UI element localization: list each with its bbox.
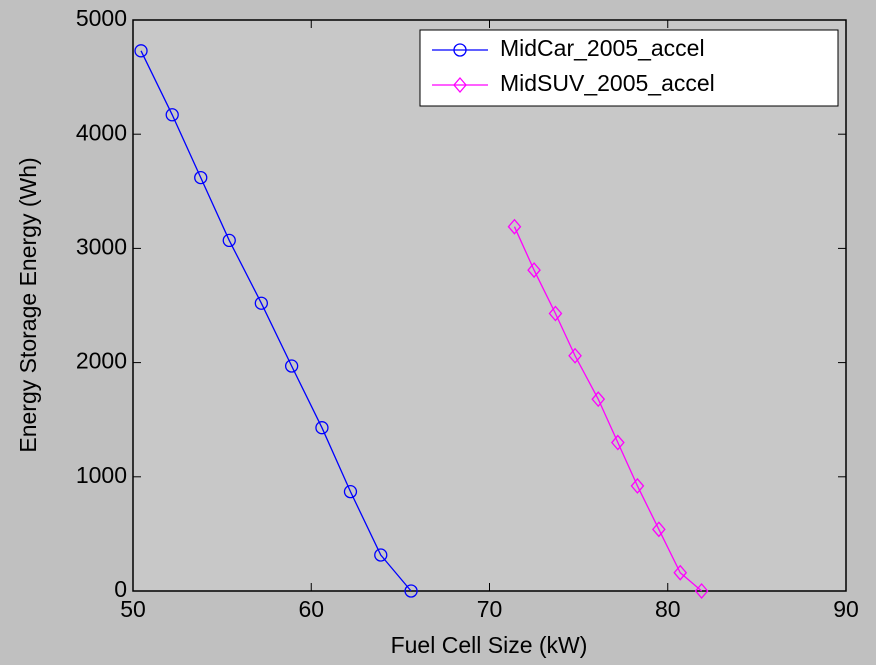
marker bbox=[134, 44, 148, 58]
x-tick-label: 80 bbox=[655, 596, 681, 622]
marker bbox=[374, 548, 388, 562]
marker bbox=[694, 583, 709, 599]
x-tick-label: 90 bbox=[833, 596, 859, 622]
series-line bbox=[140, 50, 412, 592]
legend-box bbox=[419, 29, 839, 107]
y-tick-label: 0 bbox=[114, 576, 127, 602]
marker bbox=[673, 564, 688, 581]
y-tick-label: 3000 bbox=[76, 233, 127, 259]
marker bbox=[610, 434, 625, 451]
legend-label: MidSUV_2005_accel bbox=[500, 70, 715, 96]
y-tick-label: 5000 bbox=[76, 5, 127, 31]
y-axis-label: Energy Storage Energy (Wh) bbox=[15, 157, 41, 452]
marker bbox=[165, 108, 179, 122]
plot-area bbox=[132, 19, 847, 592]
x-tick-label: 50 bbox=[120, 596, 146, 622]
marker bbox=[548, 305, 563, 322]
marker bbox=[651, 521, 666, 538]
series-line bbox=[513, 226, 703, 592]
x-axis-label: Fuel Cell Size (kW) bbox=[391, 632, 588, 658]
marker bbox=[222, 233, 236, 248]
marker bbox=[507, 218, 522, 235]
x-tick-label: 70 bbox=[477, 596, 503, 622]
marker bbox=[527, 262, 541, 279]
y-tick-label: 1000 bbox=[76, 462, 127, 488]
marker bbox=[630, 477, 645, 494]
marker bbox=[404, 584, 418, 598]
marker bbox=[591, 391, 606, 408]
marker bbox=[568, 347, 582, 364]
legend-label: MidCar_2005_accel bbox=[500, 35, 705, 61]
marker bbox=[254, 296, 268, 310]
marker bbox=[194, 170, 208, 185]
y-tick-label: 2000 bbox=[76, 348, 127, 374]
marker bbox=[315, 421, 329, 435]
x-tick-label: 60 bbox=[298, 596, 324, 622]
y-tick-label: 4000 bbox=[76, 119, 127, 145]
marker bbox=[453, 43, 467, 57]
marker bbox=[284, 359, 299, 373]
marker bbox=[343, 484, 358, 499]
marker bbox=[453, 77, 467, 93]
